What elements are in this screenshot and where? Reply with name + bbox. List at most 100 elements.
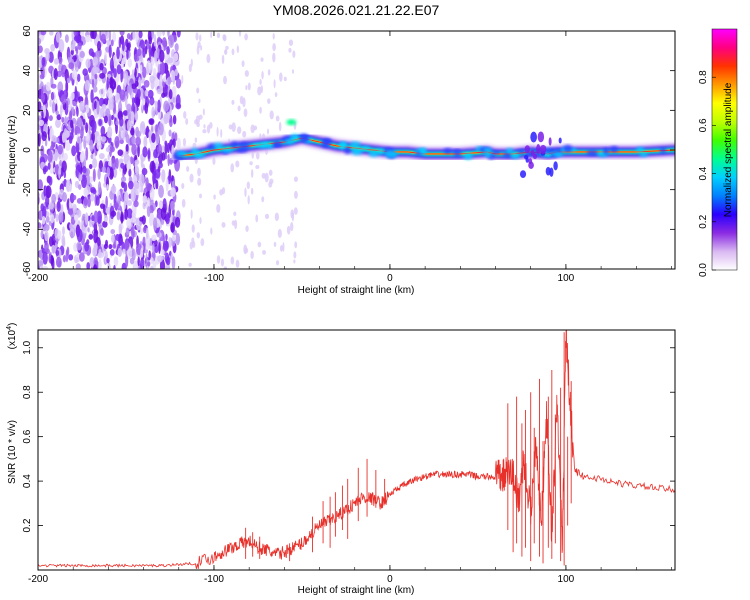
noise-speck	[172, 71, 176, 85]
noise-speck	[147, 89, 154, 99]
noise-speck	[76, 197, 82, 204]
noise-speck	[56, 114, 62, 121]
noise-speck	[244, 70, 249, 77]
noise-speck	[137, 88, 141, 99]
noise-speck	[123, 70, 129, 80]
noise-speck	[49, 99, 52, 108]
noise-speck	[116, 211, 121, 221]
noise-speck	[273, 241, 277, 247]
noise-speck	[116, 46, 120, 60]
noise-speck	[117, 149, 124, 157]
noise-speck	[106, 131, 112, 138]
noise-speck	[273, 79, 276, 89]
noise-speck	[40, 31, 47, 36]
noise-speck	[148, 99, 155, 105]
noise-speck	[107, 154, 110, 161]
noise-speck	[130, 111, 135, 125]
noise-speck	[157, 143, 163, 155]
noise-speck	[86, 132, 90, 146]
noise-speck	[63, 90, 67, 96]
noise-speck	[153, 217, 158, 231]
noise-speck	[58, 39, 65, 53]
colorbar-tick-label: 0.6	[698, 118, 709, 132]
noise-speck	[158, 162, 163, 169]
noise-speck	[51, 244, 56, 254]
ridge-blob	[419, 147, 427, 155]
noise-speck	[85, 34, 91, 43]
noise-speck	[38, 179, 43, 192]
noise-speck	[190, 209, 193, 219]
noise-speck	[128, 82, 132, 96]
noise-speck	[188, 63, 192, 73]
spectrogram-y-ticks: -60 -40 -20 0 20 40 60	[22, 25, 675, 276]
ridge-blob	[639, 152, 649, 158]
noise-speck	[141, 215, 146, 225]
noise-speck	[100, 107, 105, 118]
noise-speck	[137, 143, 140, 158]
noise-speck	[45, 51, 50, 62]
noise-speck	[221, 187, 226, 195]
noise-speck	[38, 119, 45, 127]
noise-speck	[125, 144, 129, 152]
noise-speck	[90, 31, 95, 39]
noise-speck	[269, 110, 274, 120]
noise-speck	[293, 207, 298, 215]
colorbar-tick-label: 0.2	[698, 214, 709, 228]
noise-speck	[47, 150, 53, 163]
noise-speck	[106, 76, 110, 91]
noise-speck	[71, 145, 77, 157]
noise-speck	[103, 98, 109, 106]
noise-speck	[111, 234, 115, 243]
noise-speck	[93, 67, 100, 74]
noise-speck	[53, 67, 58, 80]
noise-speck	[167, 31, 170, 38]
noise-speck	[279, 244, 284, 252]
noise-speck	[155, 161, 159, 169]
ridge-blob	[484, 153, 492, 158]
noise-speck	[159, 201, 163, 210]
noise-speck	[58, 212, 64, 223]
noise-speck	[212, 156, 216, 166]
noise-speck	[189, 173, 194, 183]
spectrogram-x-tick-label: 100	[558, 273, 575, 284]
noise-speck	[148, 35, 153, 45]
noise-speck	[249, 161, 253, 166]
noise-speck	[82, 68, 88, 76]
noise-speck	[231, 99, 235, 105]
noise-speck	[264, 213, 270, 220]
noise-speck	[245, 85, 248, 91]
colorbar-gradient	[711, 28, 738, 271]
noise-speck	[126, 218, 131, 229]
noise-speck	[42, 265, 49, 269]
noise-speck	[127, 246, 133, 260]
noise-speck	[135, 96, 141, 106]
noise-speck	[93, 100, 97, 110]
noise-speck	[41, 111, 44, 119]
noise-speck	[168, 236, 172, 248]
noise-speck	[87, 227, 90, 233]
noise-speck	[131, 210, 136, 219]
noise-speck	[181, 198, 186, 208]
noise-speck	[225, 45, 229, 50]
noise-speck	[55, 256, 62, 268]
noise-speck	[188, 262, 192, 267]
noise-speck	[261, 172, 266, 179]
noise-speck	[119, 31, 125, 36]
noise-speck	[104, 51, 108, 64]
noise-speck	[158, 242, 161, 254]
noise-speck	[123, 155, 129, 164]
noise-speck	[50, 43, 56, 52]
noise-speck	[200, 45, 203, 51]
snr-y-tick-label: 1.0	[22, 340, 33, 354]
ridge-disturbance	[524, 145, 531, 153]
ridge-blob	[272, 141, 281, 147]
noise-speck	[216, 126, 219, 137]
ridge-blob	[351, 147, 363, 156]
noise-speck	[108, 160, 113, 167]
ridge-blob	[543, 147, 556, 154]
noise-speck	[127, 199, 133, 206]
noise-speck	[168, 89, 173, 100]
noise-speck	[156, 31, 162, 38]
ridge-blob	[502, 151, 513, 158]
